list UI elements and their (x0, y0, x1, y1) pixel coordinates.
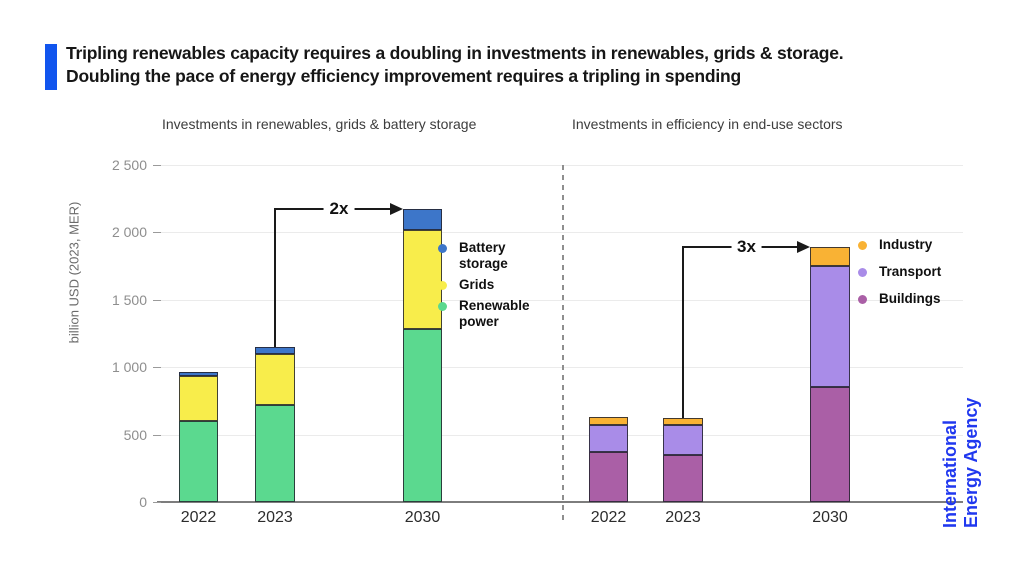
legend-item-transport: Transport (858, 264, 962, 280)
chart-title-line1: Tripling renewables capacity requires a … (66, 43, 844, 63)
legend-right: Industry Transport Buildings (858, 237, 962, 307)
legend-dot-buildings (858, 294, 867, 304)
bar-segment-transport-2023 (663, 425, 703, 455)
bar-segment-battery-storage-2023 (255, 346, 295, 354)
y-tick-label-0: 0 (139, 494, 147, 510)
x-category-label-2030: 2030 (812, 509, 848, 526)
bar-segment-industry-2023 (663, 418, 703, 426)
panel-divider (562, 165, 564, 523)
right-panel-title: Investments in efficiency in end-use sec… (572, 116, 843, 132)
bar-segment-buildings-2023 (663, 454, 703, 502)
bar-segment-buildings-2022 (589, 452, 628, 502)
iea-logo-line2: Energy Agency (961, 397, 981, 528)
x-axis-line (157, 501, 963, 503)
bar-segment-grids-2030 (403, 229, 442, 330)
y-tick-1000 (153, 367, 161, 369)
grid-line-500 (157, 434, 963, 436)
y-tick-label-1000: 1 000 (111, 359, 147, 376)
y-tick-label-2500: 2 500 (111, 157, 147, 173)
annotation-riser-3x (682, 247, 684, 419)
legend-dot-industry (858, 240, 867, 250)
y-tick-0 (153, 502, 161, 503)
x-category-label-2023: 2023 (665, 509, 701, 526)
legend-item-renewable-power: Renewable power (438, 298, 530, 330)
bar-segment-renewable-power-2030 (403, 329, 442, 502)
y-tick-1500 (153, 299, 161, 301)
y-axis-title: billion USD (2023, MER) (66, 201, 82, 344)
legend-left: Battery storage Grids Renewable power (438, 240, 530, 330)
iea-logo-line1: International (940, 419, 960, 528)
bar-segment-renewable-power-2022 (179, 421, 218, 502)
legend-item-battery-storage: Battery storage (438, 240, 530, 272)
x-category-label-2022: 2022 (590, 509, 627, 526)
grid-line-2000 (157, 232, 963, 234)
x-category-label-2030: 2030 (404, 509, 441, 526)
legend-item-grids: Grids (438, 277, 530, 293)
annotation-riser-2x (274, 209, 276, 347)
chart-title-line2: Doubling the pace of energy efficiency i… (66, 66, 741, 86)
legend-label-buildings: Buildings (879, 291, 941, 306)
title-accent-bar (45, 44, 57, 90)
legend-label-renewable-power: Renewable power (459, 298, 530, 329)
bar-segment-battery-storage-2030 (403, 209, 442, 230)
y-tick-label-500: 500 (123, 426, 147, 443)
y-tick-2000 (153, 232, 161, 234)
legend-label-battery-storage: Battery storage (459, 240, 508, 271)
annotation-arrowhead-3x (797, 241, 810, 254)
grid-line-2500 (157, 165, 963, 166)
y-tick-2500 (153, 165, 161, 166)
annotation-arrowhead-2x (390, 203, 403, 216)
legend-label-industry: Industry (879, 237, 933, 252)
bar-segment-transport-2030 (810, 266, 850, 388)
legend-item-buildings: Buildings (858, 291, 962, 307)
legend-dot-grids (438, 280, 447, 290)
legend-item-industry: Industry (858, 237, 962, 253)
bar-segment-buildings-2030 (810, 387, 850, 502)
legend-label-grids: Grids (459, 277, 495, 292)
bar-segment-grids-2023 (255, 353, 295, 405)
left-panel-title: Investments in renewables, grids & batte… (162, 116, 477, 132)
bar-segment-transport-2022 (589, 425, 628, 453)
legend-label-transport: Transport (879, 264, 942, 279)
chart-title: Tripling renewables capacity requires a … (66, 42, 844, 88)
bar-segment-industry-2022 (589, 417, 628, 426)
annotation-label-3x: 3x (731, 237, 762, 258)
x-category-label-2022: 2022 (180, 509, 217, 526)
bar-segment-renewable-power-2023 (255, 404, 295, 502)
bar-segment-industry-2030 (810, 247, 850, 267)
x-category-label-2023: 2023 (257, 509, 293, 526)
grid-line-1000 (157, 367, 963, 369)
grid-line-1500 (157, 299, 963, 301)
y-tick-label-2000: 2 000 (111, 224, 147, 241)
legend-dot-transport (858, 267, 867, 277)
bar-segment-grids-2022 (179, 375, 218, 422)
legend-dot-renewable-power (438, 301, 447, 311)
y-tick-label-1500: 1 500 (111, 291, 147, 308)
annotation-label-2x: 2x (323, 199, 355, 220)
y-tick-500 (153, 434, 161, 436)
bar-segment-battery-storage-2022 (179, 371, 218, 376)
legend-dot-battery-storage (438, 243, 447, 253)
iea-logo-text: International Energy Agency (940, 388, 982, 528)
